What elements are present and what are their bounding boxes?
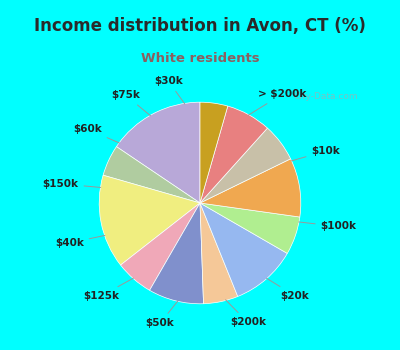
Text: > $200k: > $200k <box>248 89 306 115</box>
Text: $30k: $30k <box>154 76 185 104</box>
Text: $200k: $200k <box>226 300 266 327</box>
Wedge shape <box>150 203 204 304</box>
Text: $75k: $75k <box>112 90 150 116</box>
Wedge shape <box>99 175 200 265</box>
Wedge shape <box>200 203 238 304</box>
Text: $40k: $40k <box>55 236 105 248</box>
Text: City-Data.com: City-Data.com <box>293 92 358 101</box>
Wedge shape <box>200 106 268 203</box>
Text: $125k: $125k <box>83 278 134 301</box>
Wedge shape <box>116 102 200 203</box>
Text: White residents: White residents <box>141 52 259 65</box>
Text: $60k: $60k <box>73 124 119 143</box>
Text: $20k: $20k <box>266 278 310 301</box>
Wedge shape <box>200 203 287 296</box>
Wedge shape <box>120 203 200 290</box>
Text: $100k: $100k <box>299 222 357 231</box>
Wedge shape <box>103 147 200 203</box>
Text: Income distribution in Avon, CT (%): Income distribution in Avon, CT (%) <box>34 18 366 35</box>
Wedge shape <box>200 102 228 203</box>
Text: $50k: $50k <box>146 301 178 328</box>
Text: $10k: $10k <box>291 146 340 161</box>
Wedge shape <box>200 128 290 203</box>
Wedge shape <box>200 203 300 253</box>
Wedge shape <box>200 159 301 217</box>
Text: $150k: $150k <box>42 179 101 189</box>
